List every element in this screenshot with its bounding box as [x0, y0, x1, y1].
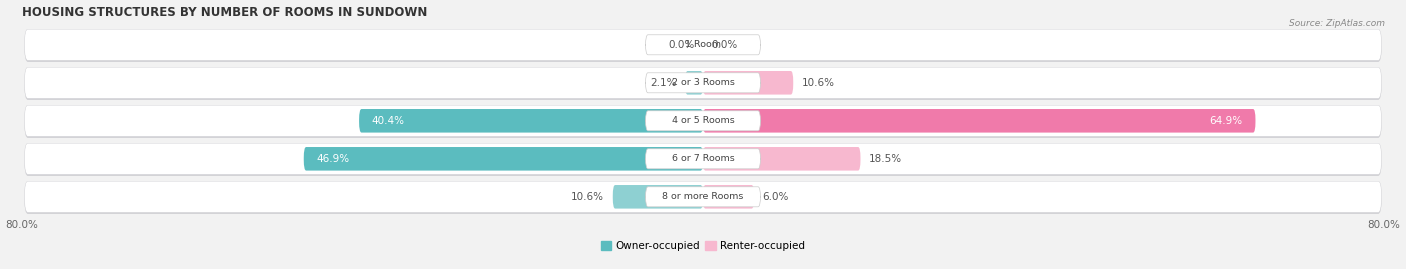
Text: 6.0%: 6.0% [762, 192, 789, 202]
FancyBboxPatch shape [645, 111, 761, 131]
Text: HOUSING STRUCTURES BY NUMBER OF ROOMS IN SUNDOWN: HOUSING STRUCTURES BY NUMBER OF ROOMS IN… [22, 6, 427, 19]
FancyBboxPatch shape [24, 143, 1382, 174]
FancyBboxPatch shape [645, 73, 761, 93]
FancyBboxPatch shape [703, 71, 793, 95]
Text: 40.4%: 40.4% [371, 116, 405, 126]
FancyBboxPatch shape [645, 187, 761, 207]
FancyBboxPatch shape [685, 71, 703, 95]
Text: 10.6%: 10.6% [571, 192, 605, 202]
FancyBboxPatch shape [24, 105, 1382, 136]
FancyBboxPatch shape [24, 30, 1382, 62]
FancyBboxPatch shape [24, 144, 1382, 176]
FancyBboxPatch shape [359, 109, 703, 133]
FancyBboxPatch shape [703, 185, 754, 208]
Text: 0.0%: 0.0% [668, 40, 695, 50]
Text: 1 Room: 1 Room [685, 40, 721, 49]
FancyBboxPatch shape [24, 67, 1382, 98]
FancyBboxPatch shape [24, 68, 1382, 100]
Text: Source: ZipAtlas.com: Source: ZipAtlas.com [1289, 19, 1385, 28]
Text: 2.1%: 2.1% [650, 78, 676, 88]
Legend: Owner-occupied, Renter-occupied: Owner-occupied, Renter-occupied [596, 237, 810, 255]
FancyBboxPatch shape [24, 29, 1382, 60]
Text: 64.9%: 64.9% [1209, 116, 1243, 126]
FancyBboxPatch shape [304, 147, 703, 171]
Text: 0.0%: 0.0% [711, 40, 738, 50]
Text: 46.9%: 46.9% [316, 154, 350, 164]
FancyBboxPatch shape [645, 149, 761, 169]
FancyBboxPatch shape [645, 35, 761, 55]
FancyBboxPatch shape [703, 147, 860, 171]
FancyBboxPatch shape [613, 185, 703, 208]
Text: 8 or more Rooms: 8 or more Rooms [662, 192, 744, 201]
Text: 6 or 7 Rooms: 6 or 7 Rooms [672, 154, 734, 163]
FancyBboxPatch shape [703, 109, 1256, 133]
Text: 4 or 5 Rooms: 4 or 5 Rooms [672, 116, 734, 125]
FancyBboxPatch shape [24, 181, 1382, 213]
Text: 18.5%: 18.5% [869, 154, 903, 164]
FancyBboxPatch shape [24, 182, 1382, 214]
Text: 10.6%: 10.6% [801, 78, 835, 88]
FancyBboxPatch shape [24, 106, 1382, 138]
Text: 2 or 3 Rooms: 2 or 3 Rooms [672, 78, 734, 87]
